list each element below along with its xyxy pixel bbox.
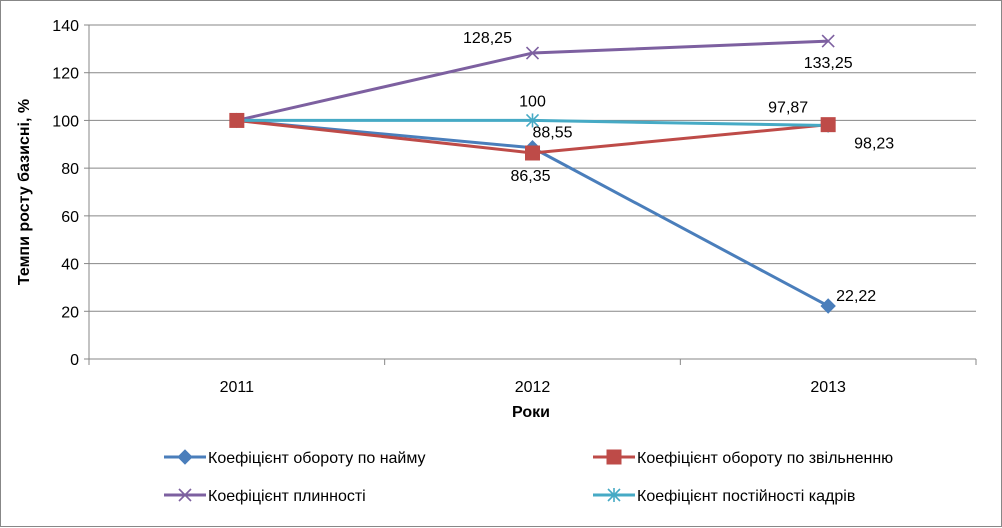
y-tick-label: 40 <box>61 257 79 274</box>
legend-label: Коефіцієнт обороту по найму <box>208 450 426 467</box>
data-label: 86,35 <box>510 168 550 185</box>
data-point <box>525 113 540 128</box>
x-tick-label: 2012 <box>515 379 551 396</box>
legend-item-4: Коефіцієнт постійності кадрів <box>593 488 855 505</box>
data-label: 100 <box>519 93 546 110</box>
legend-item-2: Коефіцієнт обороту по звільненню <box>593 449 893 467</box>
legend-label: Коефіцієнт плинності <box>208 488 366 505</box>
legend-label: Коефіцієнт постійності кадрів <box>637 488 855 505</box>
y-tick-labels: 0 20 40 60 80 100 120 140 <box>52 18 79 369</box>
data-label: 133,25 <box>804 55 853 72</box>
series-markers <box>229 34 836 314</box>
y-tick-label: 120 <box>52 66 79 83</box>
data-label: 88,55 <box>532 125 572 142</box>
data-point <box>229 112 245 128</box>
y-tick-label: 0 <box>70 352 79 369</box>
y-tick-label: 60 <box>61 209 79 226</box>
legend-swatch-marker <box>607 488 621 502</box>
data-point <box>820 117 836 133</box>
data-point <box>820 298 836 314</box>
y-tick-label: 100 <box>52 113 79 130</box>
legend-item-1: Коефіцієнт обороту по найму <box>164 449 426 467</box>
legend-label: Коефіцієнт обороту по звільненню <box>637 450 893 467</box>
data-point <box>525 145 540 161</box>
legend-swatch-marker <box>177 449 193 465</box>
axes <box>84 24 977 365</box>
legend-swatch-marker <box>606 449 622 465</box>
y-tick-label: 140 <box>52 18 79 35</box>
y-tick-label: 80 <box>61 161 79 178</box>
x-tick-label: 2011 <box>220 379 255 396</box>
legend-item-3: Коефіцієнт плинності <box>164 488 366 505</box>
x-axis-title: Роки <box>512 404 550 421</box>
x-tick-labels: 2011 2012 2013 <box>220 379 846 396</box>
y-tick-label: 20 <box>61 304 79 321</box>
legend: Коефіцієнт обороту по найму Коефіцієнт об… <box>164 449 893 505</box>
legend-swatch-marker <box>178 488 192 502</box>
y-axis-title: Темпи росту базисні, % <box>16 99 33 285</box>
data-labels: 88,55 22,22 86,35 98,23 128,25 133,25 100 97,87 <box>463 30 894 305</box>
data-label: 22,22 <box>836 288 876 305</box>
data-label: 98,23 <box>854 136 894 153</box>
data-point <box>821 34 835 48</box>
data-point <box>525 46 540 60</box>
x-tick-label: 2013 <box>810 379 846 396</box>
data-label: 128,25 <box>463 30 512 47</box>
data-label: 97,87 <box>768 100 808 117</box>
